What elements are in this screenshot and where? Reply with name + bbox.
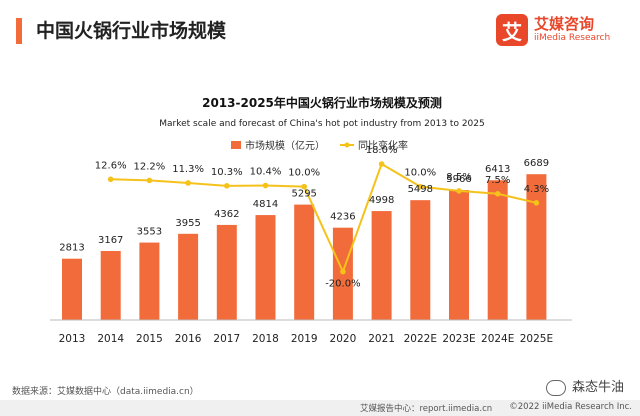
chart-subtitle: Market scale and forecast of China's hot… xyxy=(159,119,484,129)
footer-report-center: 艾媒报告中心：report.iimedia.cn xyxy=(360,404,493,414)
legend-line-label: 同比变化率 xyxy=(358,139,408,152)
bar xyxy=(526,174,547,320)
brand-name: 艾媒咨询 xyxy=(534,15,595,33)
bar xyxy=(294,204,315,320)
growth-value-label: 10.0% xyxy=(288,168,320,179)
x-tick-label: 2015 xyxy=(136,333,163,345)
growth-point xyxy=(224,183,230,189)
watermark-text: 森态牛油 xyxy=(571,380,624,395)
x-tick-group: 2013 2014 2015 2016 2017 2018 2019 2020 2021 2022… xyxy=(59,333,553,345)
growth-value-label: 4.3% xyxy=(524,184,549,195)
bar xyxy=(139,242,160,320)
growth-point xyxy=(185,180,191,186)
bar xyxy=(178,233,199,320)
brand-logo-icon: 艾 xyxy=(496,14,528,46)
growth-point xyxy=(262,182,269,189)
x-tick-label: 2025E xyxy=(520,333,553,345)
growth-point xyxy=(301,183,308,190)
watermark: 森态牛油 xyxy=(545,376,624,396)
growth-point xyxy=(533,200,540,206)
wechat-icon xyxy=(545,379,566,396)
growth-point xyxy=(417,183,424,190)
bar-value-label: 3167 xyxy=(98,235,123,246)
bar-value-label: 3955 xyxy=(175,218,200,229)
growth-point xyxy=(340,268,346,275)
x-tick-label: 2017 xyxy=(213,333,240,345)
bar xyxy=(371,211,392,320)
bar-value-label: 4814 xyxy=(253,199,278,210)
legend-line-marker xyxy=(344,142,350,148)
x-tick-label: 2021 xyxy=(368,333,395,345)
bar-value-label: 5498 xyxy=(408,184,433,195)
x-tick-label: 2022E xyxy=(404,333,437,345)
bar xyxy=(100,250,121,320)
growth-point xyxy=(378,161,385,167)
x-tick-label: 2014 xyxy=(97,333,124,345)
bar xyxy=(487,180,508,320)
legend: 市场规模（亿元） 同比变化率 xyxy=(231,139,408,152)
title-accent-bar xyxy=(16,18,22,44)
bar-value-label: 5295 xyxy=(291,189,316,200)
bar xyxy=(410,200,431,320)
growth-value-label: 10.4% xyxy=(250,167,282,178)
growth-point xyxy=(107,176,114,183)
bars-group xyxy=(62,174,547,320)
bar-value-label: 3553 xyxy=(137,227,162,238)
growth-point xyxy=(494,190,501,197)
bar-value-label: 5966 xyxy=(446,174,471,185)
footer-bar xyxy=(0,400,640,416)
growth-point xyxy=(146,177,153,184)
legend-bar-swatch xyxy=(231,141,241,149)
bar xyxy=(62,258,82,320)
page-title: 中国火锅行业市场规模 xyxy=(36,20,227,42)
bar xyxy=(449,189,469,320)
growth-value-label: 12.6% xyxy=(95,160,127,171)
bar xyxy=(216,224,237,320)
growth-value-label: 12.2% xyxy=(134,161,166,172)
brand-logo-block: 艾 艾媒咨询 iiMedia Research xyxy=(496,12,626,50)
labels-group: 2813 3167 3553 3955 4362 4814 5295 4236 4998 5498… xyxy=(59,145,549,290)
growth-value-label: 7.5% xyxy=(485,175,510,186)
x-tick-label: 2018 xyxy=(252,333,279,345)
growth-value-label: -20.0% xyxy=(325,279,360,290)
bar-value-label: 2813 xyxy=(59,243,84,254)
chart-title: 2013-2025年中国火锅行业市场规模及预测 xyxy=(202,95,442,110)
growth-line xyxy=(110,162,537,275)
x-tick-label: 2016 xyxy=(175,333,202,345)
x-tick-label: 2024E xyxy=(481,333,514,345)
bar-value-label: 6413 xyxy=(485,164,510,175)
growth-point xyxy=(456,188,462,194)
x-tick-label: 2020 xyxy=(330,333,357,345)
x-tick-label: 2013 xyxy=(59,333,86,345)
bar-value-label: 4236 xyxy=(330,212,355,223)
growth-line-group xyxy=(107,161,540,275)
x-tick-label: 2019 xyxy=(291,333,318,345)
brand-subtitle: iiMedia Research xyxy=(534,33,611,43)
bar-value-label: 4362 xyxy=(214,209,239,220)
bar xyxy=(255,215,276,320)
growth-value-label: 10.3% xyxy=(211,167,243,178)
bar-value-label: 4998 xyxy=(369,195,394,206)
growth-value-label: 8.5% xyxy=(446,172,471,183)
growth-value-label: 18.0% xyxy=(366,145,398,156)
growth-value-label: 10.0% xyxy=(404,168,436,179)
x-tick-label: 2023E xyxy=(442,333,475,345)
footer-copyright: ©2022 iiMedia Research Inc. xyxy=(509,402,632,412)
data-source: 数据来源：艾媒数据中心（data.iimedia.cn） xyxy=(12,387,199,397)
legend-bar-label: 市场规模（亿元） xyxy=(245,139,325,152)
growth-value-label: 11.3% xyxy=(172,164,204,175)
bar-value-label: 6689 xyxy=(524,158,549,169)
